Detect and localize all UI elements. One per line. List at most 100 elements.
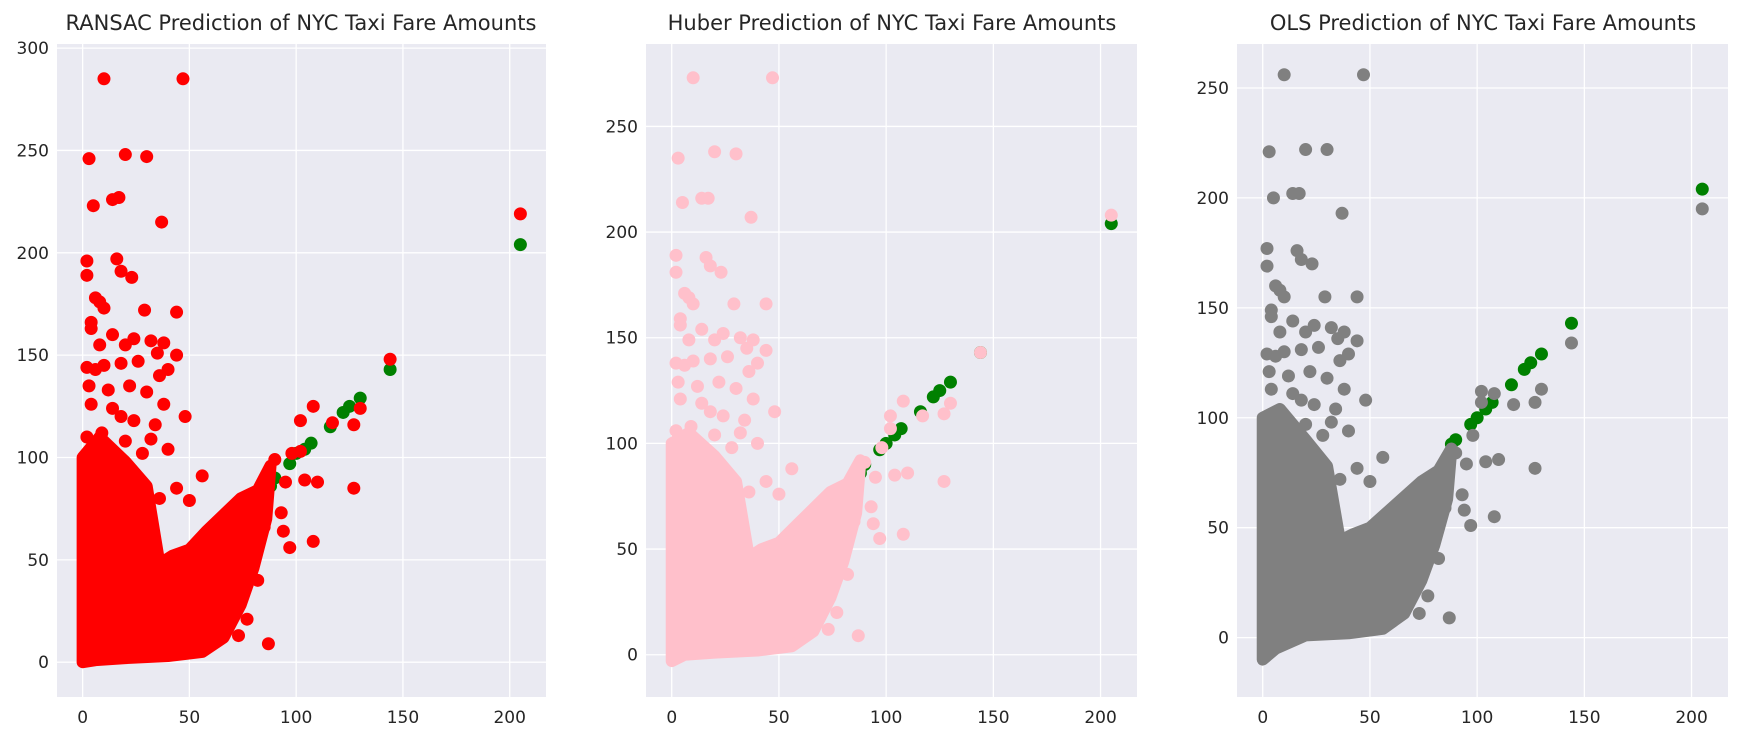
huber-predicted-point [768, 405, 782, 419]
ols-predicted-point [1432, 551, 1446, 565]
subplot-ransac: 0 50 100 150 200 0 50 100 150 200 250 300 RANSAC Pre… [17, 11, 546, 728]
ols-predicted-point [1474, 395, 1488, 409]
ols-x-tick-label: 50 [1359, 708, 1381, 728]
ols-title: OLS Prediction of NYC Taxi Fare Amounts [1270, 11, 1696, 35]
huber-y-tick-label: 100 [606, 434, 638, 454]
ols-predicted-point [1264, 310, 1278, 324]
huber-predicted-point [673, 392, 687, 406]
ransac-x-tick-label: 50 [179, 708, 201, 728]
ransac-actual-point [343, 399, 357, 413]
huber-predicted-point [750, 436, 764, 450]
ols-predicted-point [1320, 371, 1334, 385]
huber-predicted-point [873, 532, 887, 546]
ols-y-tick-label: 0 [1218, 629, 1229, 649]
huber-predicted-point [695, 322, 709, 336]
ransac-predicted-point [232, 629, 246, 643]
ols-predicted-point [1307, 398, 1321, 412]
ransac-predicted-point [306, 534, 320, 548]
ols-predicted-point [1260, 241, 1274, 255]
huber-predicted-point [703, 405, 717, 419]
huber-x-tick-label: 0 [666, 708, 677, 728]
ols-predicted-point [1376, 450, 1390, 464]
ols-predicted-point [1341, 424, 1355, 438]
ols-y-tick-label: 250 [1197, 79, 1229, 99]
huber-predicted-point [690, 379, 704, 393]
huber-predicted-point [716, 409, 730, 423]
huber-y-tick-label: 200 [606, 223, 638, 243]
huber-predicted-point [742, 365, 756, 379]
ols-predicted-point [1262, 365, 1276, 379]
ransac-actual-point [513, 238, 527, 252]
ols-predicted-point [1292, 187, 1306, 201]
huber-predicted-point [868, 470, 882, 484]
ransac-predicted-point [95, 426, 109, 440]
ols-predicted-point [1286, 314, 1300, 328]
huber-predicted-point [686, 297, 700, 311]
huber-actual-point [933, 384, 947, 398]
huber-predicted-point [746, 392, 760, 406]
ols-actual-point [1534, 347, 1548, 361]
ols-predicted-point [1277, 345, 1291, 359]
huber-predicted-point [759, 474, 773, 488]
ols-predicted-point [1457, 503, 1471, 517]
ransac-predicted-point [110, 252, 124, 266]
huber-predicted-point [729, 147, 743, 161]
ransac-predicted-point [383, 352, 397, 366]
huber-predicted-point [864, 500, 878, 514]
ols-predicted-point [1333, 472, 1347, 486]
ransac-predicted-point [125, 270, 139, 284]
ransac-predicted-point [353, 401, 367, 415]
ols-predicted-point [1262, 145, 1276, 159]
huber-predicted-point [896, 394, 910, 408]
huber-predicted-point [708, 145, 722, 159]
ransac-predicted-point [114, 410, 128, 424]
ransac-predicted-point [140, 150, 154, 164]
ols-predicted-point [1333, 354, 1347, 368]
ols-predicted-point [1277, 290, 1291, 304]
ols-predicted-point [1324, 415, 1338, 429]
huber-predicted-point [714, 265, 728, 279]
ransac-predicted-point [138, 303, 152, 317]
huber-marks [665, 71, 1118, 668]
ransac-predicted-point [106, 401, 120, 415]
huber-x-tick-label: 50 [768, 708, 790, 728]
ols-x-tick-label: 100 [1461, 708, 1493, 728]
ols-predicted-point [1564, 336, 1578, 350]
huber-predicted-point [684, 420, 698, 434]
huber-predicted-point [671, 375, 685, 389]
ransac-actual-point [353, 391, 367, 405]
ransac-predicted-point [150, 346, 164, 360]
ransac-x-tick-label: 0 [77, 708, 88, 728]
huber-x-tick-label: 100 [870, 708, 902, 728]
huber-predicted-point [943, 396, 957, 410]
ols-predicted-point [1412, 606, 1426, 620]
ols-predicted-point [1528, 461, 1542, 475]
huber-y-tick-label: 150 [606, 329, 638, 349]
ransac-y-tick-label: 200 [17, 244, 49, 264]
ols-predicted-point [1324, 321, 1338, 335]
huber-predicted-point [695, 396, 709, 410]
huber-predicted-point [875, 441, 889, 455]
ransac-predicted-point [293, 444, 307, 458]
ols-y-tick-label: 150 [1197, 299, 1229, 319]
huber-title: Huber Prediction of NYC Taxi Fare Amount… [668, 11, 1117, 35]
ransac-predicted-point [101, 383, 115, 397]
ransac-predicted-point [135, 446, 149, 460]
ransac-predicted-point [127, 414, 141, 428]
huber-predicted-point [821, 622, 835, 636]
ols-predicted-point [1294, 252, 1308, 266]
ols-predicted-point [1466, 428, 1480, 442]
huber-predicted-point [703, 259, 717, 273]
huber-dense-cloud [665, 426, 867, 668]
huber-predicted-point [866, 517, 880, 531]
ols-predicted-point [1275, 409, 1289, 423]
huber-predicted-point [841, 567, 855, 581]
ols-predicted-point [1260, 259, 1274, 273]
ransac-predicted-point [178, 410, 192, 424]
ransac-predicted-point [97, 72, 111, 86]
ransac-predicted-point [123, 379, 137, 393]
huber-actual-point [943, 375, 957, 389]
ols-predicted-point [1534, 382, 1548, 396]
ransac-predicted-point [84, 322, 98, 336]
ols-predicted-point [1474, 384, 1488, 398]
